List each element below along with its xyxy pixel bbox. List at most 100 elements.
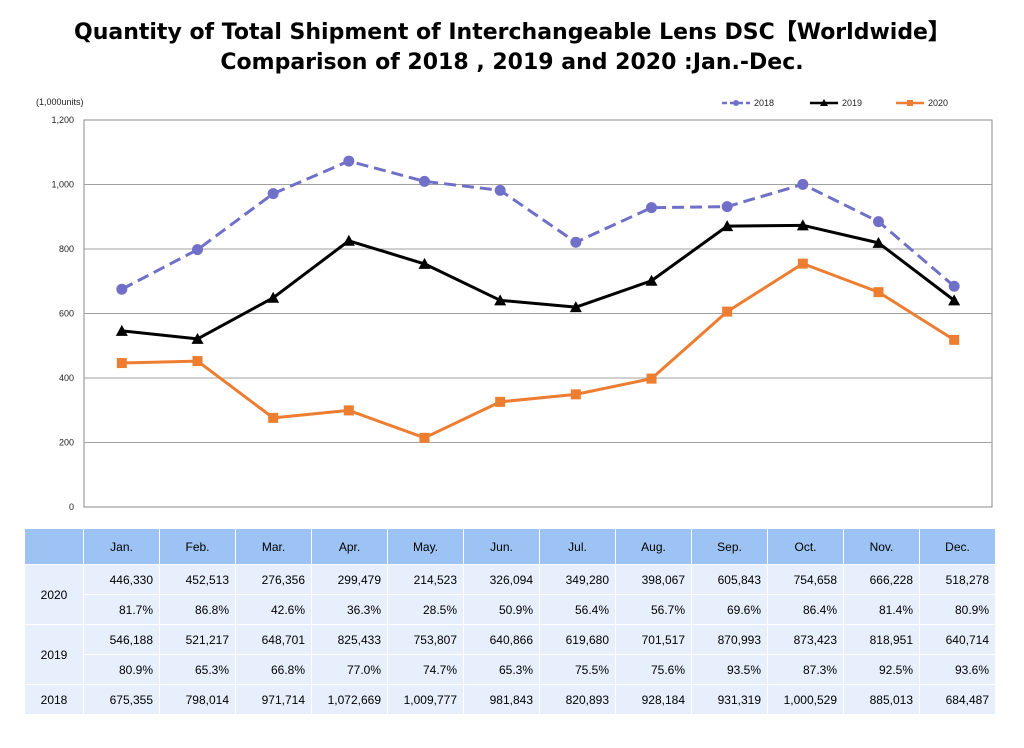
table-row: 2019 546,188 521,217 648,701 825,433 753,807 6… xyxy=(24,624,996,685)
series-group xyxy=(115,155,961,443)
table-units-cell: 640,866 xyxy=(463,624,540,655)
table-units-cell: 931,319 xyxy=(691,684,768,715)
data-point-2019 xyxy=(342,234,355,246)
table-units-cell: 1,009,777 xyxy=(387,684,464,715)
y-tick-label: 600 xyxy=(59,309,74,319)
table-units-cell: 326,094 xyxy=(463,564,540,595)
table-header-month: Jun. xyxy=(463,528,540,565)
table-row: 2018 675,355 798,014 971,714 1,072,669 1,009,… xyxy=(24,684,996,715)
legend-item-2018: 2018 xyxy=(722,98,774,108)
data-table: Jan. Feb. Mar. Apr. May. Jun. Jul. Aug. Sep. Oct.… xyxy=(24,528,996,715)
data-point-2020 xyxy=(495,396,506,407)
series-2018 xyxy=(116,155,960,295)
table-row: 80.9% 65.3% 66.8% 77.0% 74.7% 65.3% 75.5% 75.6%… xyxy=(25,654,996,685)
legend-label: 2019 xyxy=(842,98,862,108)
data-point-2020 xyxy=(570,389,581,400)
table-units-cell: 798,014 xyxy=(159,684,236,715)
data-point-2020 xyxy=(419,432,430,443)
table-percent-cell: 80.9% xyxy=(83,654,160,685)
table-percent-cell: 50.9% xyxy=(463,594,540,625)
table-units-cell: 1,000,529 xyxy=(767,684,844,715)
y-tick-label: 200 xyxy=(59,438,74,448)
table-header-month: Sep. xyxy=(691,528,768,565)
table-units-cell: 971,714 xyxy=(235,684,312,715)
legend-item-2019: 2019 xyxy=(810,98,862,108)
data-point-2020 xyxy=(646,373,657,384)
table-units-cell: 521,217 xyxy=(159,624,236,655)
table-header-month: Apr. xyxy=(311,528,388,565)
table-units-cell: 349,280 xyxy=(539,564,616,595)
table-percent-cell: 75.6% xyxy=(615,654,692,685)
table-percent-cell: 74.7% xyxy=(387,654,464,685)
data-point-2020 xyxy=(116,358,127,369)
table-units-cell: 605,843 xyxy=(691,564,768,595)
table-year-cell: 2020 xyxy=(24,564,84,625)
table-percent-cell: 66.8% xyxy=(235,654,312,685)
table-units-cell: 873,423 xyxy=(767,624,844,655)
series-line-2019 xyxy=(121,223,956,341)
table-units-cell: 619,680 xyxy=(539,624,616,655)
table-percent-cell: 36.3% xyxy=(311,594,388,625)
data-point-2019 xyxy=(796,219,809,231)
data-point-2020 xyxy=(268,412,279,423)
table-header-month: Dec. xyxy=(919,528,996,565)
data-point-2019 xyxy=(645,274,658,286)
legend-item-2020: 2020 xyxy=(896,98,948,108)
table-header-month: Oct. xyxy=(767,528,844,565)
legend: 2018 2019 2020 xyxy=(722,98,948,108)
y-axis-ticks: 0 200 400 600 800 1,000 1,200 xyxy=(51,115,74,512)
table-header-month: Nov. xyxy=(843,528,920,565)
data-point-2020 xyxy=(343,405,354,416)
table-percent-cell: 92.5% xyxy=(843,654,920,685)
table-corner-cell xyxy=(24,528,84,565)
data-point-2019 xyxy=(494,294,507,306)
table-units-cell: 870,993 xyxy=(691,624,768,655)
table-percent-cell: 65.3% xyxy=(463,654,540,685)
data-point-2018 xyxy=(343,155,355,167)
table-units-cell: 214,523 xyxy=(387,564,464,595)
gridlines xyxy=(84,184,992,443)
y-tick-label: 400 xyxy=(59,373,74,383)
data-point-2020 xyxy=(192,356,203,367)
data-point-2019 xyxy=(267,291,280,303)
table-header-month: Mar. xyxy=(235,528,312,565)
table-units-cell: 675,355 xyxy=(83,684,160,715)
table-percent-cell: 42.6% xyxy=(235,594,312,625)
y-axis-unit-label: (1,000units) xyxy=(36,97,84,107)
data-point-2020 xyxy=(949,334,960,345)
y-tick-label: 800 xyxy=(59,244,74,254)
table-units-cell: 753,807 xyxy=(387,624,464,655)
data-point-2018 xyxy=(721,201,733,213)
y-tick-label: 0 xyxy=(69,502,74,512)
table-units-cell: 640,714 xyxy=(919,624,996,655)
table-units-cell: 928,184 xyxy=(615,684,692,715)
table-units-cell: 398,067 xyxy=(615,564,692,595)
table-percent-cell: 80.9% xyxy=(919,594,996,625)
table-units-cell: 701,517 xyxy=(615,624,692,655)
table-percent-cell: 93.6% xyxy=(919,654,996,685)
table-units-cell: 518,278 xyxy=(919,564,996,595)
table-header-month: May. xyxy=(387,528,464,565)
table-units-cell: 825,433 xyxy=(311,624,388,655)
table-percent-cell: 86.4% xyxy=(767,594,844,625)
table-percent-cell: 75.5% xyxy=(539,654,616,685)
table-percent-cell: 56.7% xyxy=(615,594,692,625)
data-point-2019 xyxy=(191,332,204,344)
data-point-2018 xyxy=(267,188,279,200)
table-units-cell: 446,330 xyxy=(83,564,160,595)
table-percent-cell: 56.4% xyxy=(539,594,616,625)
data-point-2019 xyxy=(418,257,431,269)
table-header-month: Feb. xyxy=(159,528,236,565)
table-units-cell: 452,513 xyxy=(159,564,236,595)
data-point-2020 xyxy=(722,306,733,317)
table-year-cell: 2018 xyxy=(24,684,84,715)
data-point-2018 xyxy=(646,202,657,214)
table-header-month: Jan. xyxy=(83,528,160,565)
table-percent-cell: 69.6% xyxy=(691,594,768,625)
legend-label: 2020 xyxy=(928,98,948,108)
data-point-2019 xyxy=(115,324,128,336)
data-point-2018 xyxy=(570,236,582,248)
table-units-cell: 684,487 xyxy=(919,684,996,715)
y-tick-label: 1,000 xyxy=(51,180,74,190)
table-row: 2020 446,330 452,513 276,356 299,479 214,523 3… xyxy=(24,564,996,625)
